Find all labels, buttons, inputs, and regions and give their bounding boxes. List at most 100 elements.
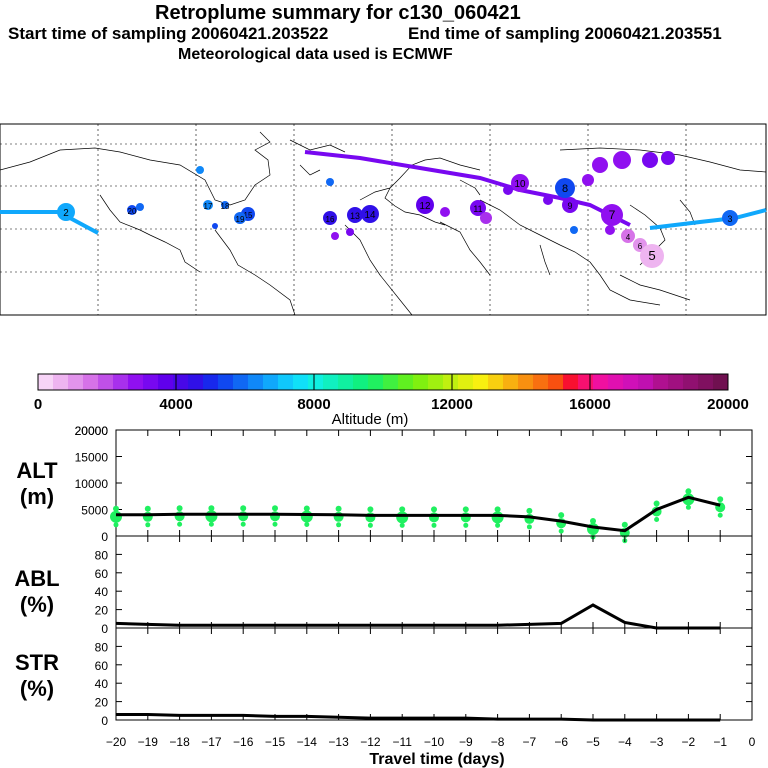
altitude-scatter-point	[463, 522, 469, 528]
colorbar-swatch	[653, 374, 669, 390]
y-tick-label: 60	[95, 567, 109, 581]
plume-marker-minor	[212, 223, 218, 229]
colorbar-swatch	[128, 374, 144, 390]
x-tick-label: −6	[554, 735, 568, 749]
y-tick-label: 0	[101, 622, 108, 636]
colorbar-swatch	[698, 374, 714, 390]
colorbar-swatch	[263, 374, 279, 390]
altitude-scatter-point	[685, 488, 692, 495]
str-panel-series-line	[116, 712, 721, 722]
map-coastline	[619, 274, 691, 301]
altitude-scatter-point	[399, 522, 405, 528]
altitude-scatter-point	[717, 512, 723, 518]
plume-marker	[127, 205, 137, 215]
altitude-scatter-point	[558, 528, 564, 534]
x-axis-title: Travel time (days)	[369, 751, 504, 768]
plume-marker	[347, 207, 363, 223]
x-tick-label: −1	[713, 735, 727, 749]
plume-marker-label: 16	[326, 215, 335, 224]
x-tick-label: −9	[459, 735, 473, 749]
altitude-scatter-point	[431, 506, 437, 513]
str-panel-frame	[115, 627, 753, 721]
plume-marker-minor	[503, 185, 513, 195]
map-coastline	[0, 131, 271, 206]
colorbar-swatch	[713, 374, 729, 390]
x-axis: −20 −19 −18 −17 −16 −15 −14 −13 −12 −11 −10 −9 −8 −7−…	[106, 735, 756, 768]
map-coastline	[299, 164, 321, 176]
colorbar-swatch	[293, 374, 309, 390]
altitude-scatter-point	[113, 505, 119, 512]
map-coastline	[679, 199, 696, 226]
altitude-scatter-point	[396, 511, 409, 524]
world-map: 2 20 17 18 15 16 19 14 13 12 11 10 98 7 65 4 3	[0, 123, 767, 316]
colorbar-swatch	[683, 374, 699, 390]
map-coastline	[344, 224, 413, 316]
x-tick-label: −15	[265, 735, 286, 749]
altitude-scatter-point	[113, 522, 119, 528]
map-frame	[0, 123, 767, 316]
colorbar-swatch	[38, 374, 54, 390]
x-tick-label: −4	[618, 735, 632, 749]
colorbar-swatch	[68, 374, 84, 390]
colorbar-swatch	[233, 374, 249, 390]
colorbar-swatch	[278, 374, 294, 390]
altitude-scatter-point	[176, 505, 183, 512]
start-time: Start time of sampling 20060421.203522	[8, 24, 329, 43]
colorbar-swatch	[383, 374, 399, 390]
altitude-scatter-point	[367, 506, 374, 513]
plume-marker-label: 14	[365, 210, 376, 221]
plume-marker-label: 19	[236, 215, 245, 224]
plume-marker	[221, 201, 229, 209]
plume-marker	[323, 211, 337, 225]
map-coastline	[539, 244, 551, 276]
y-tick-label: 80	[95, 640, 109, 654]
colorbar-swatch	[368, 374, 384, 390]
x-tick-label: −18	[169, 735, 190, 749]
altitude-scatter-point	[399, 506, 406, 513]
colorbar-swatch	[578, 374, 594, 390]
plume-marker-label: 15	[244, 211, 253, 220]
abl-unit: (%)	[19, 592, 55, 617]
x-tick-label: −17	[201, 735, 222, 749]
colorbar-tick-label: 20000	[707, 396, 749, 413]
colorbar-swatch	[608, 374, 624, 390]
plume-track-east	[649, 208, 767, 230]
colorbar-swatch	[668, 374, 684, 390]
plume-marker-minor	[440, 207, 450, 217]
colorbar-swatch	[308, 374, 324, 390]
altitude-scatter-point	[717, 496, 724, 503]
x-tick-label: −8	[491, 735, 505, 749]
plume-marker-minor	[480, 212, 492, 224]
plume-marker	[562, 197, 578, 213]
altitude-scatter-point	[526, 507, 533, 514]
y-tick-label: 5000	[81, 504, 108, 518]
altitude-scatter-point	[462, 506, 469, 513]
plume-marker-minor	[136, 203, 144, 211]
x-tick-label: −20	[106, 735, 127, 749]
colorbar-tick-label: 0	[34, 396, 42, 413]
colorbar-swatch	[188, 374, 204, 390]
altitude-scatter-point	[145, 522, 151, 528]
plume-marker-label: 2	[63, 208, 69, 219]
abl-panel-name: ABL (%)	[2, 566, 72, 618]
colorbar-swatch	[248, 374, 264, 390]
plume-marker-minor	[331, 232, 339, 240]
plume-marker	[511, 174, 529, 192]
colorbar-swatch	[83, 374, 99, 390]
x-tick-label: −16	[233, 735, 254, 749]
colorbar-swatch	[398, 374, 414, 390]
x-tick-label: −11	[392, 735, 412, 749]
plume-marker-minor	[605, 225, 615, 235]
colorbar-swatch	[473, 374, 489, 390]
str-name: STR	[15, 650, 59, 675]
altitude-scatter-point	[335, 505, 342, 512]
plume-marker	[57, 203, 75, 221]
colorbar-swatch	[353, 374, 369, 390]
altitude-scatter-point	[336, 522, 342, 528]
altitude-scatter-point	[303, 505, 310, 512]
map-coastline	[289, 139, 346, 153]
colorbar-tick-label: 4000	[159, 396, 192, 413]
plume-marker	[416, 196, 434, 214]
